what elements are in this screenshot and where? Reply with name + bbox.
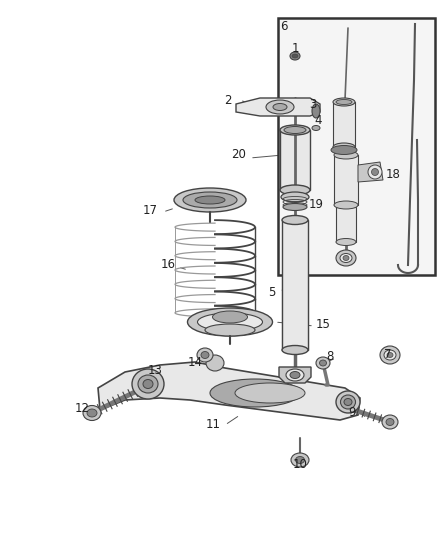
Ellipse shape [138,375,158,393]
Polygon shape [358,162,383,182]
Ellipse shape [387,352,393,358]
Ellipse shape [197,348,213,362]
Ellipse shape [290,372,300,378]
Polygon shape [236,98,320,116]
Ellipse shape [87,409,97,417]
Ellipse shape [266,100,294,114]
Text: 18: 18 [385,168,400,182]
Ellipse shape [198,313,262,331]
Text: 2: 2 [224,93,232,107]
Ellipse shape [187,308,272,336]
Ellipse shape [333,143,355,151]
Ellipse shape [343,255,349,261]
Ellipse shape [206,355,224,371]
Ellipse shape [280,185,310,195]
Ellipse shape [132,369,164,399]
Text: 13: 13 [148,364,162,376]
Ellipse shape [292,54,298,58]
Text: 12: 12 [74,401,89,415]
Ellipse shape [83,406,101,421]
Ellipse shape [380,346,400,364]
Ellipse shape [212,311,247,323]
Ellipse shape [296,456,304,464]
Text: 5: 5 [268,286,276,298]
Bar [282,220,308,350]
Ellipse shape [333,98,355,106]
Text: 10: 10 [293,458,307,472]
Ellipse shape [283,204,307,211]
Ellipse shape [336,250,356,266]
Ellipse shape [273,103,287,110]
Ellipse shape [334,201,358,209]
Text: 3: 3 [309,99,317,111]
Bar [278,18,435,275]
Ellipse shape [336,391,360,413]
Bar [336,207,356,242]
Ellipse shape [282,345,308,354]
Bar [334,155,358,205]
Ellipse shape [174,188,246,212]
Ellipse shape [312,125,320,131]
Ellipse shape [210,379,300,407]
Text: 11: 11 [205,418,220,432]
Ellipse shape [195,196,225,204]
Ellipse shape [235,383,305,403]
Ellipse shape [284,126,306,133]
Ellipse shape [183,192,237,208]
Ellipse shape [282,215,308,224]
Ellipse shape [368,165,382,179]
Ellipse shape [280,125,310,135]
Ellipse shape [143,379,153,389]
Ellipse shape [336,238,356,246]
Text: 20: 20 [232,149,247,161]
Text: 1: 1 [291,42,299,54]
Bar [333,102,355,147]
Ellipse shape [291,453,309,467]
Text: 14: 14 [187,356,202,368]
Ellipse shape [205,324,255,336]
Text: 4: 4 [314,114,322,126]
Polygon shape [279,367,311,383]
Ellipse shape [336,100,352,104]
Polygon shape [98,362,360,420]
Text: 15: 15 [315,319,330,332]
Ellipse shape [340,395,356,409]
Ellipse shape [331,146,357,155]
Ellipse shape [281,192,309,202]
Ellipse shape [312,104,320,118]
Ellipse shape [340,254,352,262]
Ellipse shape [316,357,330,369]
Ellipse shape [290,52,300,60]
Ellipse shape [371,168,378,175]
Text: 19: 19 [308,198,324,212]
Ellipse shape [286,369,304,381]
Text: 17: 17 [142,204,158,216]
Ellipse shape [386,418,394,425]
Text: 6: 6 [280,20,288,33]
Text: 16: 16 [160,259,176,271]
Ellipse shape [382,415,398,429]
Text: 8: 8 [326,351,334,364]
Ellipse shape [344,399,352,406]
Ellipse shape [384,350,396,360]
Ellipse shape [201,351,209,359]
Bar [280,130,310,190]
Ellipse shape [319,360,326,366]
Ellipse shape [334,151,358,159]
Text: 9: 9 [348,406,356,418]
Text: 7: 7 [384,349,392,361]
